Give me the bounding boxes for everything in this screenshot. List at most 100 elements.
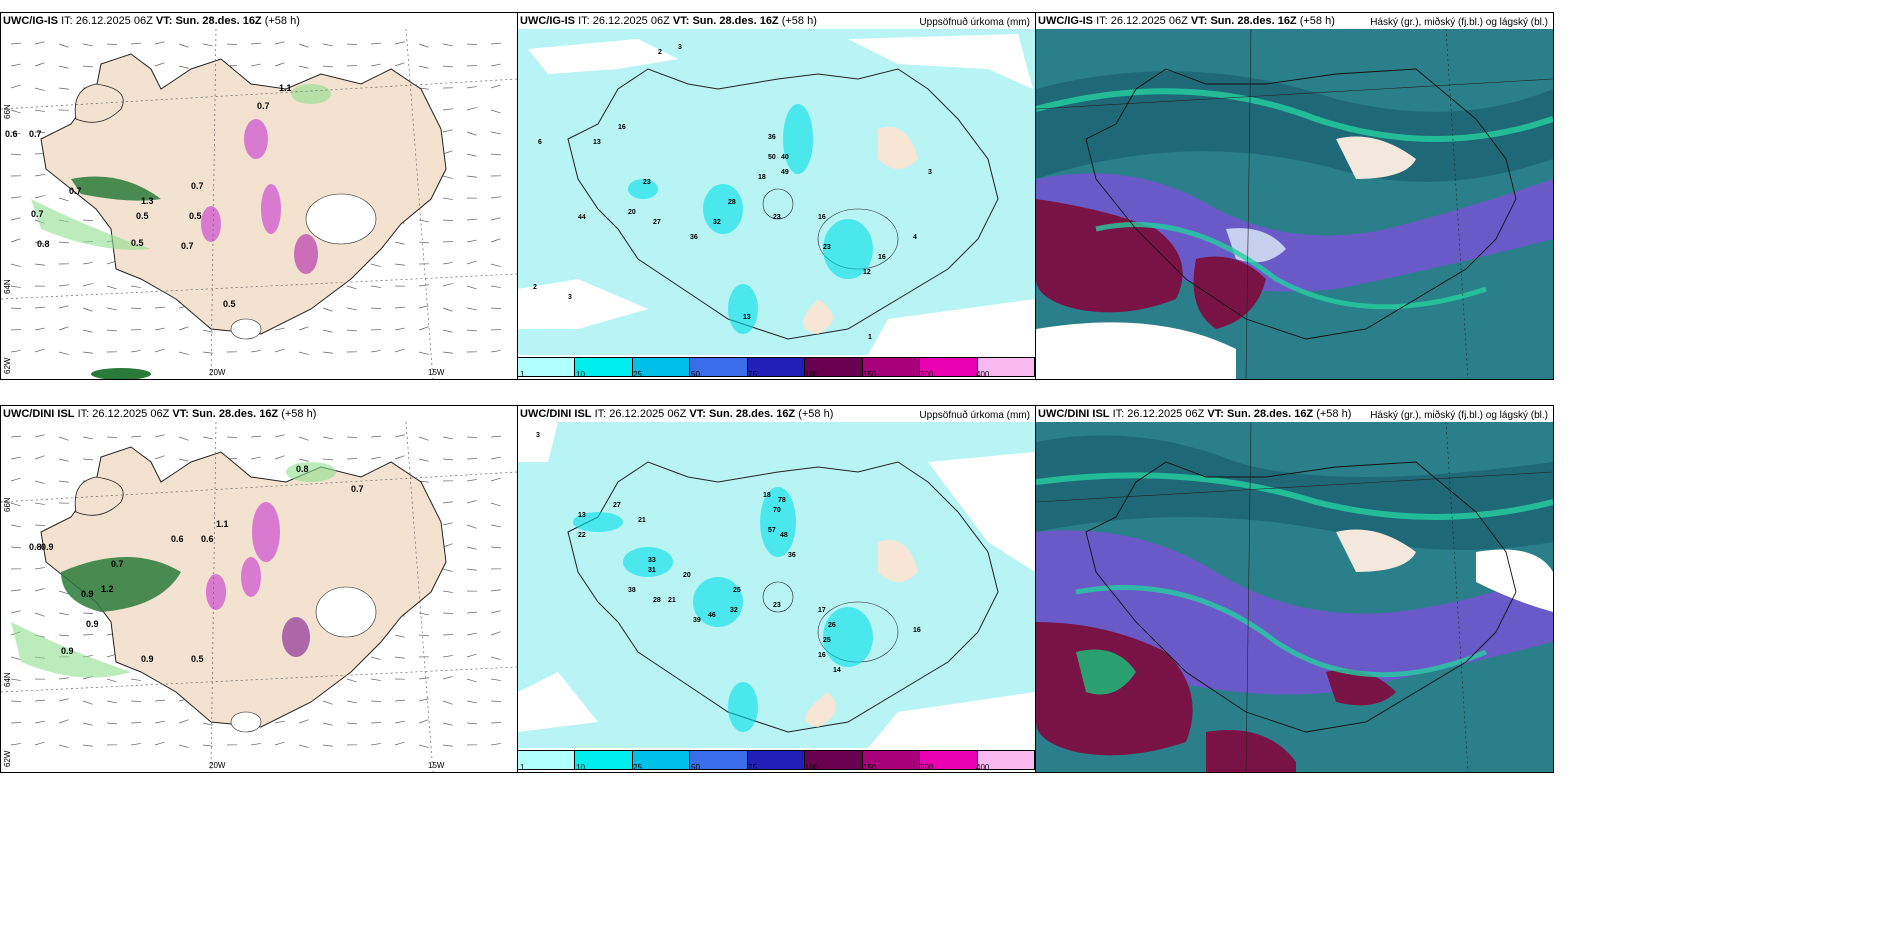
wind-barb xyxy=(82,307,93,312)
svg-text:0.9: 0.9 xyxy=(61,646,74,656)
wind-barb xyxy=(82,262,93,265)
wind-barb xyxy=(34,455,45,460)
wind-barb xyxy=(250,456,261,460)
legend-swatch xyxy=(920,751,978,769)
wind-barb xyxy=(442,108,453,111)
wind-barb xyxy=(442,590,453,593)
legend-swatch xyxy=(920,358,978,376)
panel-subtitle: Uppsöfnuð úrkoma (mm) xyxy=(919,17,1030,28)
svg-text:18: 18 xyxy=(763,492,771,499)
wind-barb xyxy=(394,62,405,67)
svg-text:16: 16 xyxy=(913,627,921,634)
wind-barb xyxy=(442,150,453,155)
wind-barb xyxy=(442,219,454,221)
wind-barb xyxy=(154,720,165,724)
wind-barb xyxy=(418,436,429,441)
wind-barb xyxy=(370,743,381,746)
legend-tick: 150 xyxy=(863,370,877,379)
wind-barb xyxy=(10,196,21,199)
svg-text:23: 23 xyxy=(773,214,781,221)
precip-legend xyxy=(518,750,1035,772)
wind-barb xyxy=(130,329,142,331)
wind-barb xyxy=(466,546,477,550)
wind-barb xyxy=(178,719,189,724)
wind-barb xyxy=(442,329,453,333)
wind-barb xyxy=(274,348,285,353)
wind-barb xyxy=(250,743,261,746)
wind-barb xyxy=(490,700,502,702)
wind-barb xyxy=(394,241,405,245)
wind-barb xyxy=(322,436,333,440)
wind-barb xyxy=(394,741,405,746)
wind-barb xyxy=(418,744,429,748)
legend-swatch xyxy=(805,358,863,376)
svg-text:70: 70 xyxy=(773,507,781,514)
wind-barb xyxy=(202,744,213,747)
svg-text:2: 2 xyxy=(658,49,662,56)
svg-text:12: 12 xyxy=(863,269,871,276)
wind-barb xyxy=(10,42,21,45)
wind-barb xyxy=(466,260,477,265)
cloud-map[interactable] xyxy=(1036,29,1553,379)
wind-barb xyxy=(202,43,213,47)
wind-barb xyxy=(490,656,501,660)
legend-swatch xyxy=(575,751,633,769)
svg-text:23: 23 xyxy=(823,244,831,251)
wind-barb xyxy=(10,656,21,660)
wind-barb xyxy=(58,436,69,441)
svg-text:0.9: 0.9 xyxy=(41,542,54,552)
wind-barb xyxy=(466,500,477,504)
wind-barb xyxy=(442,351,453,354)
svg-text:13: 13 xyxy=(593,139,601,146)
precip-map[interactable]: 3 13 22 27 21 33 31 38 28 21 20 39 46 32 25 23 17 26… xyxy=(518,422,1035,748)
wind-barb xyxy=(82,65,93,68)
wind-map[interactable]: 0.6 0.7 0.7 0.7 0.8 1.3 0.5 0.5 0.7 0.5 0.7 0.7 … xyxy=(1,29,517,379)
wind-barb xyxy=(442,676,453,680)
wind-barb xyxy=(82,351,93,354)
wind-map[interactable]: 0.8 0.9 0.7 0.6 0.6 1.1 0.9 1.2 0.9 0.9 0.9 0.5 … xyxy=(1,422,517,772)
wind-barb xyxy=(322,351,333,354)
wind-barb xyxy=(298,458,309,462)
wind-barb xyxy=(10,153,21,156)
wind-barb xyxy=(82,744,93,747)
wind-barb xyxy=(202,351,213,354)
wind-barb xyxy=(10,524,21,528)
wind-barb xyxy=(274,434,285,438)
panel-subtitle: Háský (gr.), miðský (fj.bl.) og lágský (… xyxy=(1370,410,1548,421)
svg-text:14: 14 xyxy=(833,667,841,674)
wind-barb xyxy=(34,480,45,484)
legend-tick: 50 xyxy=(691,370,700,379)
svg-text:3: 3 xyxy=(928,169,932,176)
wind-barb xyxy=(274,62,285,67)
wind-barb xyxy=(82,612,94,614)
wind-barb xyxy=(34,306,45,309)
wind-barb xyxy=(82,700,93,705)
svg-text:0.9: 0.9 xyxy=(81,589,94,599)
wind-barb xyxy=(130,285,141,288)
svg-text:25: 25 xyxy=(823,637,831,644)
svg-text:1.1: 1.1 xyxy=(279,83,292,93)
wind-barb xyxy=(250,435,261,438)
wind-barb xyxy=(346,43,358,45)
panel-precip-dini: UWC/DINI ISL IT: 26.12.2025 06Z VT: Sun.… xyxy=(517,405,1036,773)
wind-barb xyxy=(106,436,118,438)
svg-text:23: 23 xyxy=(773,602,781,609)
svg-text:57: 57 xyxy=(768,527,776,534)
wind-barb xyxy=(34,195,45,199)
wind-barb xyxy=(490,285,501,288)
svg-text:13: 13 xyxy=(578,512,586,519)
wind-barb xyxy=(82,722,93,726)
wind-barb xyxy=(82,436,93,440)
cloud-map[interactable] xyxy=(1036,422,1553,772)
wind-barb xyxy=(322,329,333,333)
wind-barb xyxy=(34,263,45,266)
wind-barb xyxy=(34,87,45,91)
lon-label-15w: 15W xyxy=(428,368,445,377)
wind-barb xyxy=(178,744,189,748)
legend-tick: 400 xyxy=(976,370,990,379)
legend-tick: 75 xyxy=(748,370,757,379)
wind-barb xyxy=(490,477,501,482)
wind-barb xyxy=(274,327,285,331)
svg-text:25: 25 xyxy=(733,587,741,594)
